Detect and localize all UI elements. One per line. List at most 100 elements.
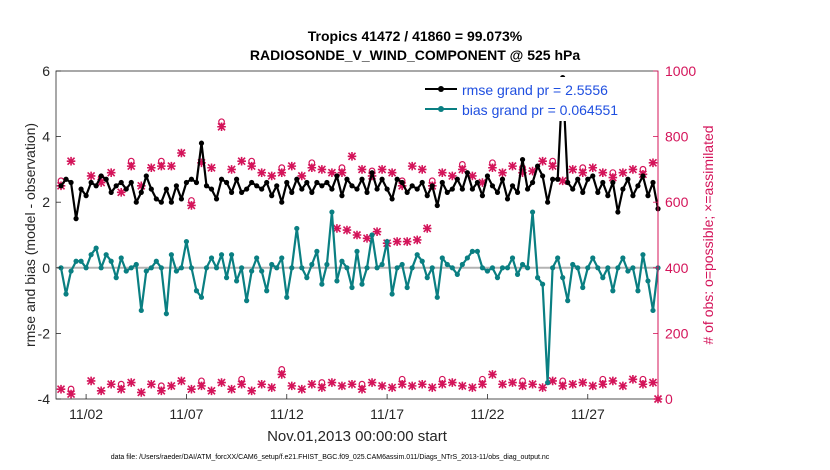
obs-assimilated-marker <box>538 156 547 166</box>
bias-point <box>63 291 69 297</box>
obs-possible-marker <box>278 366 286 373</box>
rmse-point <box>249 179 255 186</box>
rmse-point <box>424 193 430 199</box>
bias-point <box>384 238 390 245</box>
bias-point <box>83 265 89 271</box>
obs-assimilated-marker <box>458 381 467 391</box>
rmse-point <box>540 173 546 179</box>
bias-point <box>203 265 210 271</box>
rmse-point <box>93 183 99 189</box>
obs-possible-marker <box>278 164 286 172</box>
obs-possible-marker <box>599 375 607 383</box>
bias-point <box>299 265 305 271</box>
rmse-point <box>399 179 405 186</box>
bias-point <box>314 248 320 254</box>
bias-point <box>479 265 486 271</box>
obs-assimilated-marker <box>106 379 116 389</box>
rmse-point <box>299 186 305 192</box>
rmse-point <box>379 176 385 182</box>
obs-assimilated-marker <box>126 161 136 171</box>
bias-point <box>244 298 250 304</box>
obs-assimilated-marker <box>427 383 437 392</box>
rmse-point <box>153 196 159 202</box>
obs-assimilated-marker <box>437 379 447 389</box>
obs-assimilated-marker <box>237 156 246 166</box>
rmse-point <box>113 183 119 189</box>
rmse-point <box>429 183 435 189</box>
rmse-point <box>349 183 355 189</box>
bias-point <box>449 265 455 271</box>
bias-point <box>519 261 526 268</box>
obs-assimilated-marker <box>478 178 487 187</box>
obs-assimilated-marker <box>287 161 297 171</box>
rmse-point <box>78 186 84 192</box>
obs-assimilated-marker <box>588 163 598 173</box>
rmse-point <box>550 176 556 182</box>
rmse-point <box>519 156 526 163</box>
bias-point <box>575 265 581 271</box>
obs-assimilated-marker <box>558 381 567 391</box>
y-right-tick-label: 800 <box>665 129 689 145</box>
obs-assimilated-marker <box>377 381 387 391</box>
obs-possible-marker <box>67 385 75 393</box>
obs-possible-marker <box>308 159 316 167</box>
rmse-point <box>474 179 480 186</box>
bias-point <box>108 258 114 264</box>
x-tick-label: 11/12 <box>270 406 304 422</box>
bias-point <box>529 209 536 215</box>
obs-assimilated-marker <box>347 379 357 389</box>
bias-point <box>484 268 491 274</box>
obs-assimilated-marker <box>498 379 507 389</box>
rmse-point <box>63 176 69 182</box>
obs-possible-marker <box>579 164 587 172</box>
bias-point <box>118 255 124 261</box>
bias-point <box>620 255 626 261</box>
bias-point <box>369 232 375 238</box>
obs-assimilated-marker <box>387 168 397 177</box>
rmse-point <box>580 189 586 195</box>
rmse-point <box>228 189 235 195</box>
rmse-point <box>133 199 139 205</box>
rmse-point <box>98 173 104 179</box>
obs-assimilated-marker <box>337 381 347 391</box>
rmse-point <box>439 179 445 186</box>
bias-point <box>560 275 566 281</box>
obs-assimilated-marker <box>217 122 226 132</box>
obs-assimilated-marker <box>167 161 176 171</box>
obs-assimilated-marker <box>66 389 76 399</box>
bias-point <box>409 265 415 271</box>
obs-assimilated-marker <box>367 378 377 387</box>
bias-point <box>545 380 551 386</box>
bias-point <box>444 261 450 268</box>
bias-point <box>339 258 345 264</box>
obs-assimilated-marker <box>468 171 477 181</box>
rmse-point <box>434 202 440 209</box>
obs-possible-marker <box>639 165 647 173</box>
rmse-point <box>68 179 74 186</box>
rmse-point <box>640 173 646 179</box>
bias-point <box>223 275 230 281</box>
rmse-point <box>254 183 260 189</box>
y-axis-right-label: # of obs: o=possible; ×=assimilated <box>700 125 716 344</box>
rmse-point <box>309 189 315 195</box>
bias-point <box>540 281 546 287</box>
bias-point <box>73 258 79 264</box>
chart-title-line1: Tropics 41472 / 41860 = 99.073% <box>308 28 523 44</box>
obs-assimilated-marker <box>247 161 256 171</box>
bias-point <box>439 255 445 261</box>
obs-assimilated-marker <box>227 384 236 394</box>
rmse-point <box>264 179 270 186</box>
obs-possible-marker <box>549 157 557 165</box>
rmse-point <box>469 186 475 192</box>
obs-assimilated-marker <box>237 379 246 389</box>
bias-point <box>58 265 64 271</box>
bias-point <box>274 265 280 271</box>
obs-assimilated-marker <box>568 379 578 389</box>
rmse-point <box>630 193 636 199</box>
obs-assimilated-marker <box>297 384 307 394</box>
obs-assimilated-marker <box>147 379 156 389</box>
obs-assimilated-marker <box>136 388 146 397</box>
bias-point <box>103 252 109 258</box>
bias-point <box>399 261 405 268</box>
rmse-point <box>168 199 174 205</box>
